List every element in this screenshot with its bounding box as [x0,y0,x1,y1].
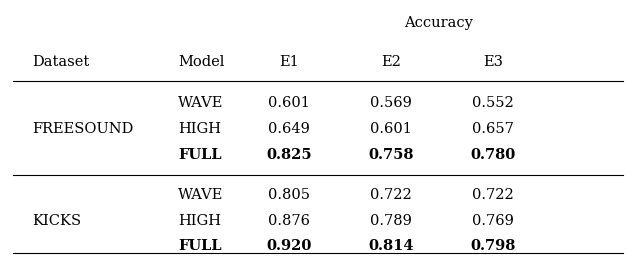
Text: E2: E2 [381,55,401,69]
Text: WAVE: WAVE [178,188,223,202]
Text: 0.649: 0.649 [268,122,310,136]
Text: 0.920: 0.920 [266,239,312,253]
Text: KICKS: KICKS [32,214,81,228]
Text: 0.769: 0.769 [472,214,514,228]
Text: 0.798: 0.798 [470,239,516,253]
Text: 0.722: 0.722 [472,188,514,202]
Text: E3: E3 [483,55,503,69]
Text: 0.825: 0.825 [266,148,312,162]
Text: 0.805: 0.805 [268,188,310,202]
Text: HIGH: HIGH [178,122,221,136]
Text: 0.552: 0.552 [472,96,514,110]
Text: 0.780: 0.780 [470,148,516,162]
Text: 0.814: 0.814 [368,239,414,253]
Text: E1: E1 [279,55,300,69]
Text: 0.758: 0.758 [368,148,414,162]
Text: FULL: FULL [178,239,222,253]
Text: Dataset: Dataset [32,55,89,69]
Text: 0.601: 0.601 [370,122,412,136]
Text: 0.876: 0.876 [268,214,310,228]
Text: 0.601: 0.601 [268,96,310,110]
Text: 0.657: 0.657 [472,122,514,136]
Text: Model: Model [178,55,225,69]
Text: WAVE: WAVE [178,96,223,110]
Text: 0.722: 0.722 [370,188,412,202]
Text: HIGH: HIGH [178,214,221,228]
Text: 0.789: 0.789 [370,214,412,228]
Text: 0.569: 0.569 [370,96,412,110]
Text: Accuracy: Accuracy [404,16,473,30]
Text: FREESOUND: FREESOUND [32,122,133,136]
Text: FULL: FULL [178,148,222,162]
